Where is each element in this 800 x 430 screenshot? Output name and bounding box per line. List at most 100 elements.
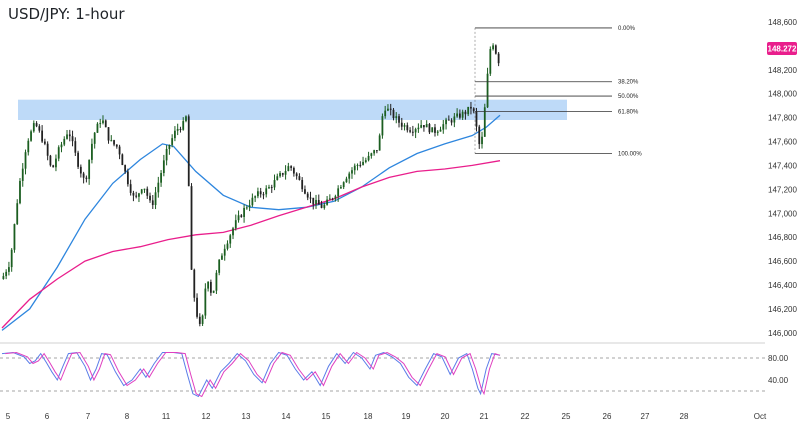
candle-body (281, 173, 284, 175)
candle-body (193, 269, 196, 298)
time-axis: 5 6 7 8 11 12 13 14 15 18 19 20 21 22 25 26 27 28 Oct (6, 412, 767, 421)
candle-body (483, 107, 486, 137)
candle-body (323, 204, 326, 208)
time-tick-label: 26 (603, 412, 612, 421)
price-tick-label: 147,400 (768, 161, 797, 170)
fib-level-label: 100.00% (618, 151, 642, 157)
time-tick-label: 20 (441, 412, 450, 421)
fib-level-label: 61.80% (618, 110, 639, 116)
candle-body (207, 281, 210, 289)
candle-body (259, 191, 262, 195)
rsi-d-line (5, 351, 501, 398)
price-tick-label: 146,200 (768, 305, 797, 314)
candle-body (19, 180, 21, 204)
candle-body (353, 165, 356, 171)
price-axis: 148,600148,400148,200148,000147,800147,6… (768, 18, 797, 338)
time-tick-label: 11 (162, 412, 171, 421)
candle-body (367, 155, 370, 161)
candle-body (52, 165, 55, 168)
candle-body (55, 158, 57, 168)
candle-body (204, 288, 207, 316)
candle-body (35, 123, 38, 127)
candle-body (157, 182, 160, 193)
time-tick-label: Oct (754, 412, 767, 421)
time-tick-label: 22 (521, 412, 530, 421)
time-tick-label: 8 (125, 412, 130, 421)
candle-body (436, 131, 439, 133)
time-tick-label: 13 (242, 412, 251, 421)
candle-body (71, 136, 74, 142)
candle-body (262, 194, 265, 196)
candle-body (489, 49, 492, 74)
candle-body (168, 144, 171, 149)
price-tick-label: 146,400 (768, 281, 797, 290)
price-tick-label: 146,600 (768, 257, 797, 266)
fibonacci-layer: 0.00% 38.20% 50.00% 61.80% 100.00% (474, 26, 642, 157)
candle-body (456, 113, 459, 117)
candle-body (185, 116, 187, 122)
candle-body (345, 178, 348, 183)
candle-body (16, 203, 19, 225)
candle-body (107, 127, 110, 141)
candle-body (334, 196, 337, 199)
candle-body (445, 119, 447, 125)
price-tick-label: 148,600 (768, 18, 797, 27)
candle-body (96, 123, 99, 133)
candle-body (290, 166, 293, 168)
candle-body (24, 152, 27, 169)
candle-body (93, 132, 96, 144)
candle-body (378, 135, 381, 151)
candle-body (234, 220, 237, 229)
candle-body (2, 276, 5, 280)
candle-body (423, 125, 425, 128)
candle-body (77, 152, 79, 167)
candle-body (104, 120, 107, 128)
candle-body (362, 161, 364, 165)
candle-body (442, 124, 445, 130)
candle-body (66, 134, 68, 139)
candle-body (439, 129, 442, 132)
candle-body (218, 259, 221, 273)
candle-body (337, 188, 340, 197)
candle-body (149, 195, 151, 201)
price-tick-label: 147,000 (768, 209, 797, 218)
candle-body (63, 138, 66, 145)
price-tick-label: 147,800 (768, 114, 797, 123)
candle-body (140, 189, 143, 194)
candle-body (276, 176, 279, 181)
candle-body (389, 108, 392, 110)
time-tick-label: 25 (562, 412, 571, 421)
candle-body (237, 215, 240, 221)
current-price-tag: 148.272 (767, 42, 797, 55)
candle-body (295, 173, 298, 177)
candle-body (248, 205, 251, 208)
candle-body (478, 126, 481, 145)
candle-body (245, 207, 248, 209)
rsi-k-line (1, 351, 501, 398)
candle-body (403, 125, 406, 127)
candle-body (126, 171, 129, 185)
candle-body (270, 187, 273, 189)
price-tick-label: 147,200 (768, 185, 797, 194)
candle-body (411, 131, 414, 133)
candle-body (373, 150, 376, 154)
candle-body (431, 127, 434, 133)
candle-body (254, 196, 257, 198)
candle-body (229, 235, 232, 244)
candle-body (467, 106, 470, 115)
candle-body (196, 297, 198, 317)
candle-body (232, 228, 234, 236)
candle-body (146, 188, 149, 196)
candle-body (364, 160, 367, 162)
candle-body (215, 272, 218, 291)
candle-body (74, 141, 77, 153)
candle-body (458, 113, 461, 118)
candle-body (88, 159, 91, 179)
candle-body (212, 290, 215, 293)
candle-body (124, 165, 127, 172)
candle-body (135, 195, 138, 197)
candle-body (273, 180, 276, 188)
candle-body (257, 191, 259, 197)
candle-body (60, 144, 63, 148)
